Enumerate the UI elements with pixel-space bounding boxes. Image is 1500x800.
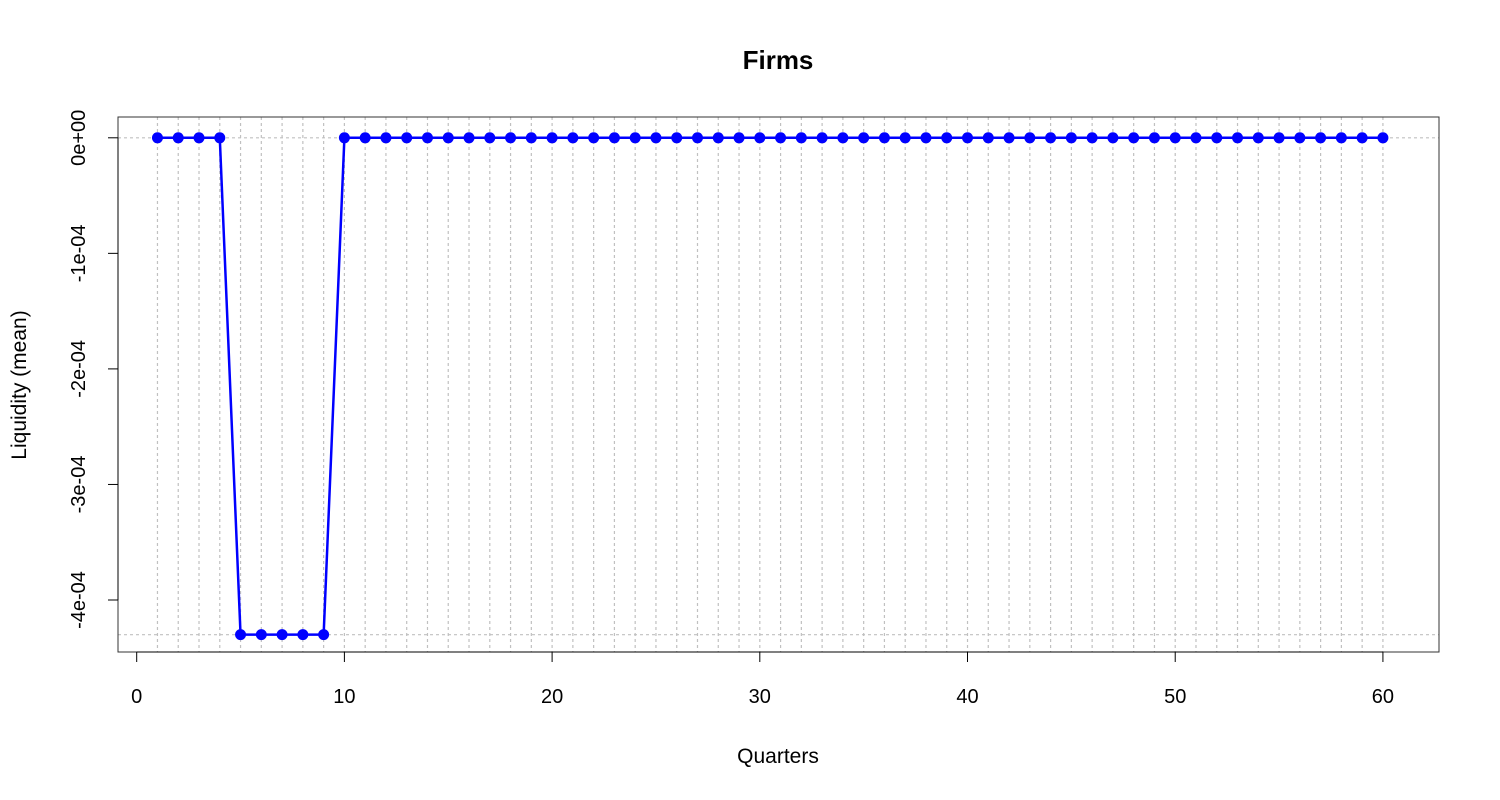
data-point xyxy=(1356,132,1368,144)
data-point xyxy=(567,132,579,144)
data-point xyxy=(754,132,766,144)
data-point xyxy=(1148,132,1160,144)
x-tick-label: 50 xyxy=(1164,686,1186,708)
data-point xyxy=(1128,132,1140,144)
data-point xyxy=(255,629,267,641)
data-point xyxy=(338,132,350,144)
x-tick-label: 40 xyxy=(956,686,978,708)
data-point xyxy=(463,132,475,144)
data-point xyxy=(421,132,433,144)
data-point xyxy=(691,132,703,144)
data-point xyxy=(775,132,787,144)
data-point xyxy=(172,132,184,144)
y-axis: 0e+00 -1e-04 -2e-04 -3e-04 -4e-04 xyxy=(68,110,119,629)
data-point xyxy=(1065,132,1077,144)
data-point xyxy=(297,629,309,641)
data-point xyxy=(608,132,620,144)
x-axis-label: Quarters xyxy=(737,745,819,768)
grid xyxy=(118,117,1439,652)
series-line xyxy=(157,136,1383,636)
data-point xyxy=(795,132,807,144)
data-point xyxy=(193,132,205,144)
data-point xyxy=(1377,132,1389,144)
data-point xyxy=(1273,132,1285,144)
data-point xyxy=(941,132,953,144)
data-point xyxy=(318,629,330,641)
data-point xyxy=(442,132,454,144)
y-tick-label: -1e-04 xyxy=(68,224,90,282)
data-point xyxy=(816,132,828,144)
data-point xyxy=(1232,132,1244,144)
data-point xyxy=(1190,132,1202,144)
x-tick-label: 30 xyxy=(749,686,771,708)
data-point xyxy=(505,132,517,144)
data-point xyxy=(401,132,413,144)
y-tick-label: -3e-04 xyxy=(68,456,90,514)
data-point xyxy=(1252,132,1264,144)
plot-frame xyxy=(117,116,1440,653)
data-point xyxy=(982,132,994,144)
x-tick-label: 10 xyxy=(333,686,355,708)
data-point xyxy=(878,132,890,144)
data-point xyxy=(712,132,724,144)
data-point xyxy=(671,132,683,144)
data-point xyxy=(650,132,662,144)
data-point xyxy=(546,132,558,144)
data-point xyxy=(359,132,371,144)
data-point xyxy=(484,132,496,144)
data-point xyxy=(214,132,226,144)
data-point xyxy=(1045,132,1057,144)
data-point xyxy=(1294,132,1306,144)
data-point xyxy=(899,132,911,144)
data-point xyxy=(1335,132,1347,144)
data-point xyxy=(837,132,849,144)
data-point xyxy=(380,132,392,144)
data-point xyxy=(1086,132,1098,144)
data-point xyxy=(1315,132,1327,144)
data-point xyxy=(151,132,163,144)
data-point xyxy=(276,629,288,641)
y-tick-label: -2e-04 xyxy=(68,340,90,398)
data-point xyxy=(1003,132,1015,144)
data-point xyxy=(629,132,641,144)
x-axis: 0 10 20 30 40 50 60 xyxy=(131,651,1394,708)
y-tick-label: -4e-04 xyxy=(68,571,90,629)
data-point xyxy=(1211,132,1223,144)
chart-title: Firms xyxy=(743,45,814,75)
data-point xyxy=(962,132,974,144)
data-point xyxy=(235,629,247,641)
x-tick-label: 20 xyxy=(541,686,563,708)
series-group xyxy=(151,132,1389,641)
data-point xyxy=(920,132,932,144)
data-point xyxy=(733,132,745,144)
data-point xyxy=(525,132,537,144)
data-point xyxy=(588,132,600,144)
data-point xyxy=(1024,132,1036,144)
x-tick-label: 0 xyxy=(131,686,142,708)
data-point xyxy=(1107,132,1119,144)
data-point xyxy=(1169,132,1181,144)
x-tick-label: 60 xyxy=(1372,686,1394,708)
y-tick-label: 0e+00 xyxy=(68,110,90,166)
data-point xyxy=(858,132,870,144)
y-axis-label: Liquidity (mean) xyxy=(8,310,31,459)
